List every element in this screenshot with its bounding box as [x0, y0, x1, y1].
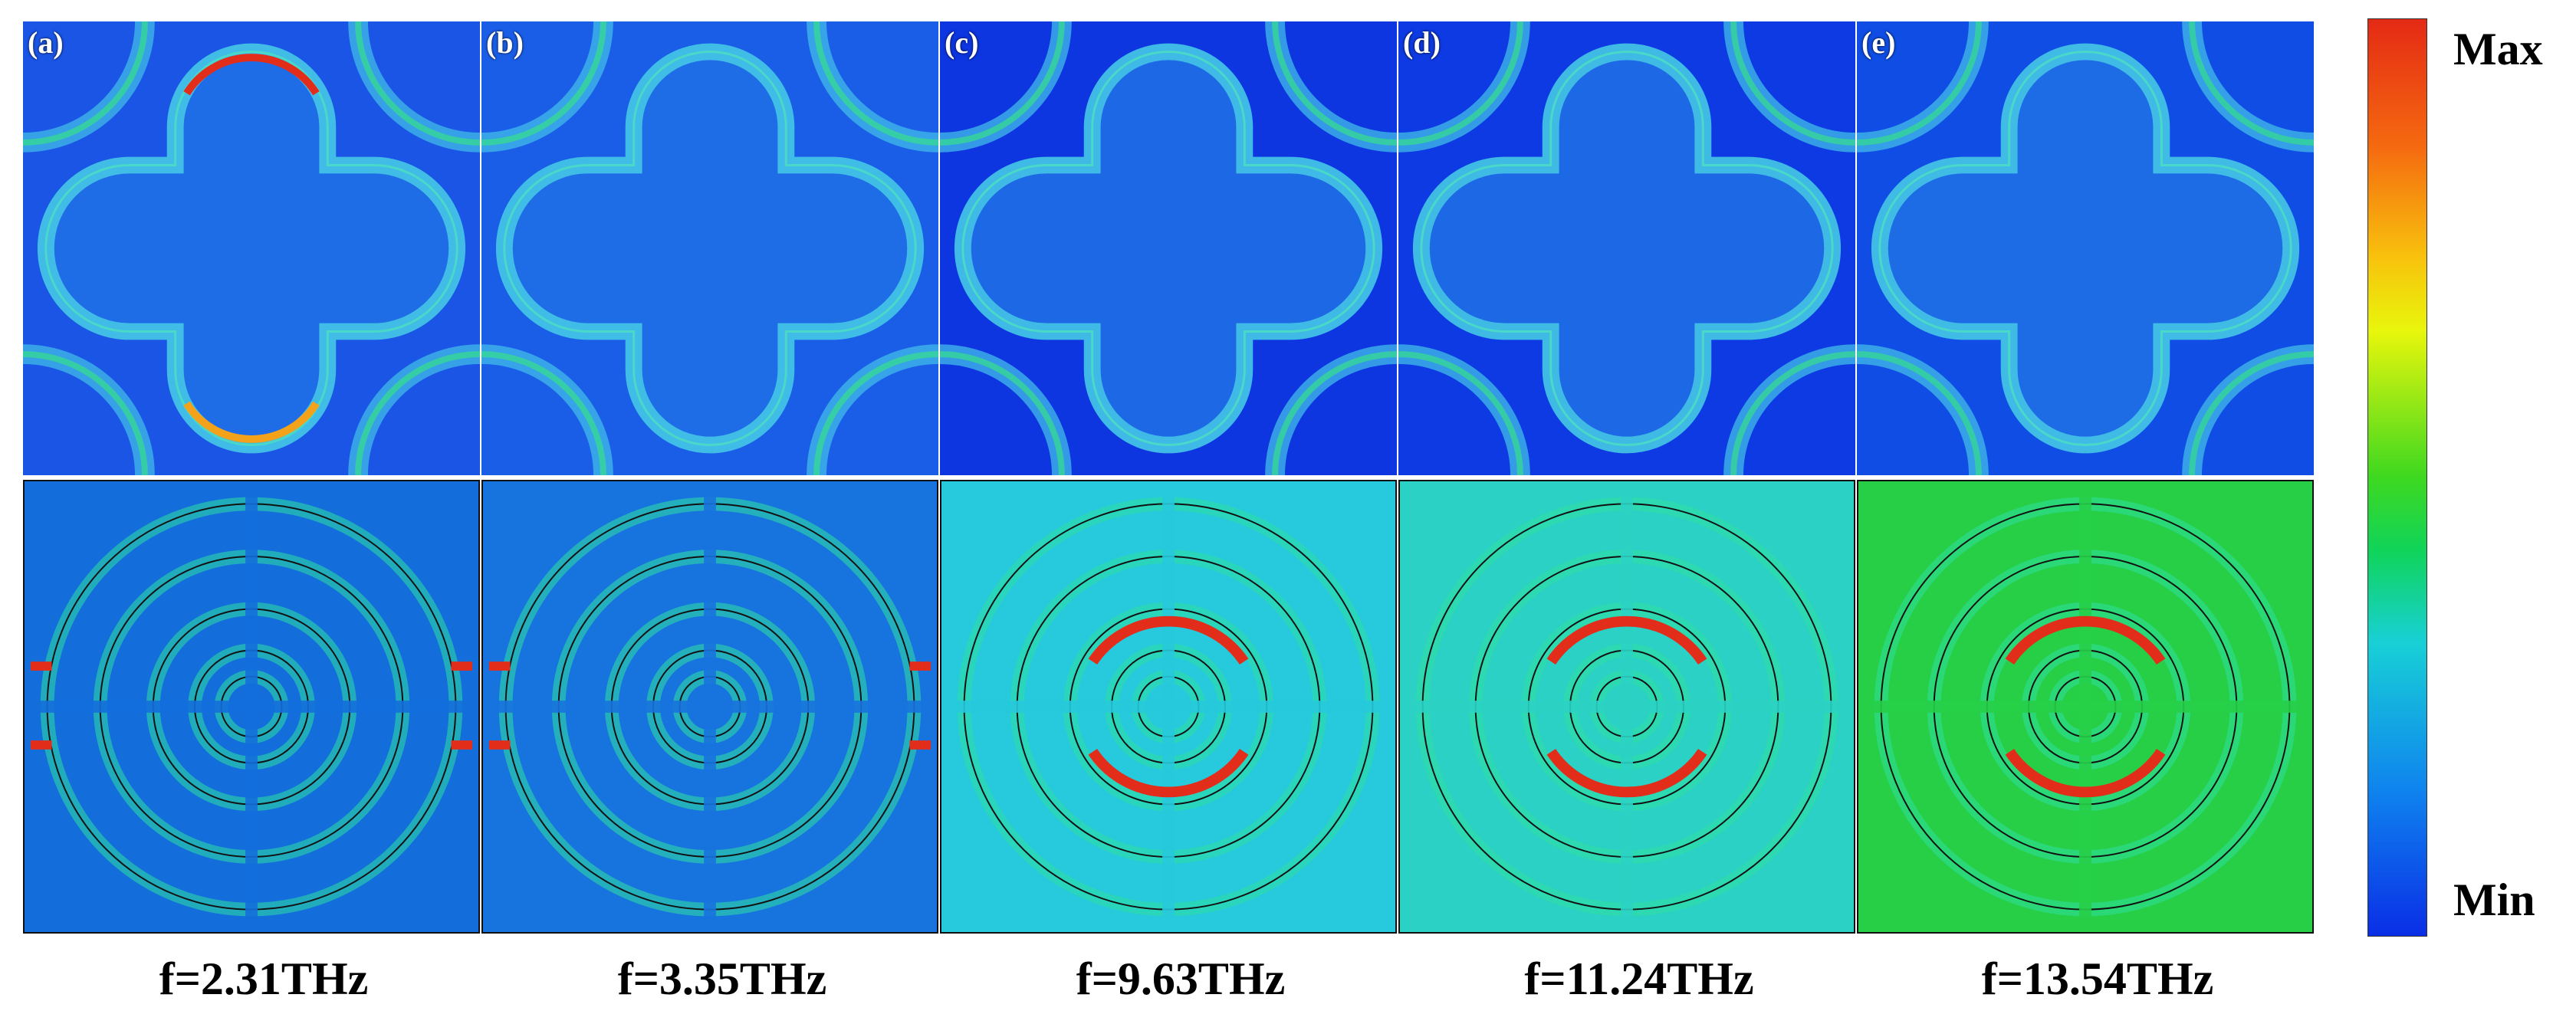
top-field-map: (a): [23, 21, 480, 475]
panel-letter: (a): [28, 25, 64, 60]
top-field-map: (c): [940, 21, 1397, 475]
frequency-label-c: f=9.63THz: [1076, 953, 1286, 1004]
bottom-field-map: [940, 480, 1397, 934]
bottom-field-map: [1398, 480, 1855, 934]
bottom-field-map: [481, 480, 938, 934]
top-field-map: (d): [1398, 21, 1855, 475]
bottom-field-map: [1857, 480, 2314, 934]
colorbar-min-label: Min: [2453, 875, 2535, 925]
panel-letter: (e): [1861, 25, 1896, 60]
colorbar: [2367, 18, 2427, 937]
panel-letter: (d): [1403, 25, 1441, 60]
frequency-label-a: f=2.31THz: [159, 953, 369, 1004]
frequency-label-d: f=11.24THz: [1524, 953, 1754, 1004]
frequency-label-e: f=13.54THz: [1981, 953, 2214, 1004]
top-field-map: (e): [1857, 21, 2314, 475]
top-field-map: (b): [481, 21, 938, 475]
bottom-field-map: [23, 480, 480, 934]
colorbar-max-label: Max: [2453, 24, 2543, 74]
panel-letter: (b): [486, 25, 524, 60]
frequency-label-b: f=3.35THz: [617, 953, 827, 1004]
panel-letter: (c): [945, 25, 979, 60]
